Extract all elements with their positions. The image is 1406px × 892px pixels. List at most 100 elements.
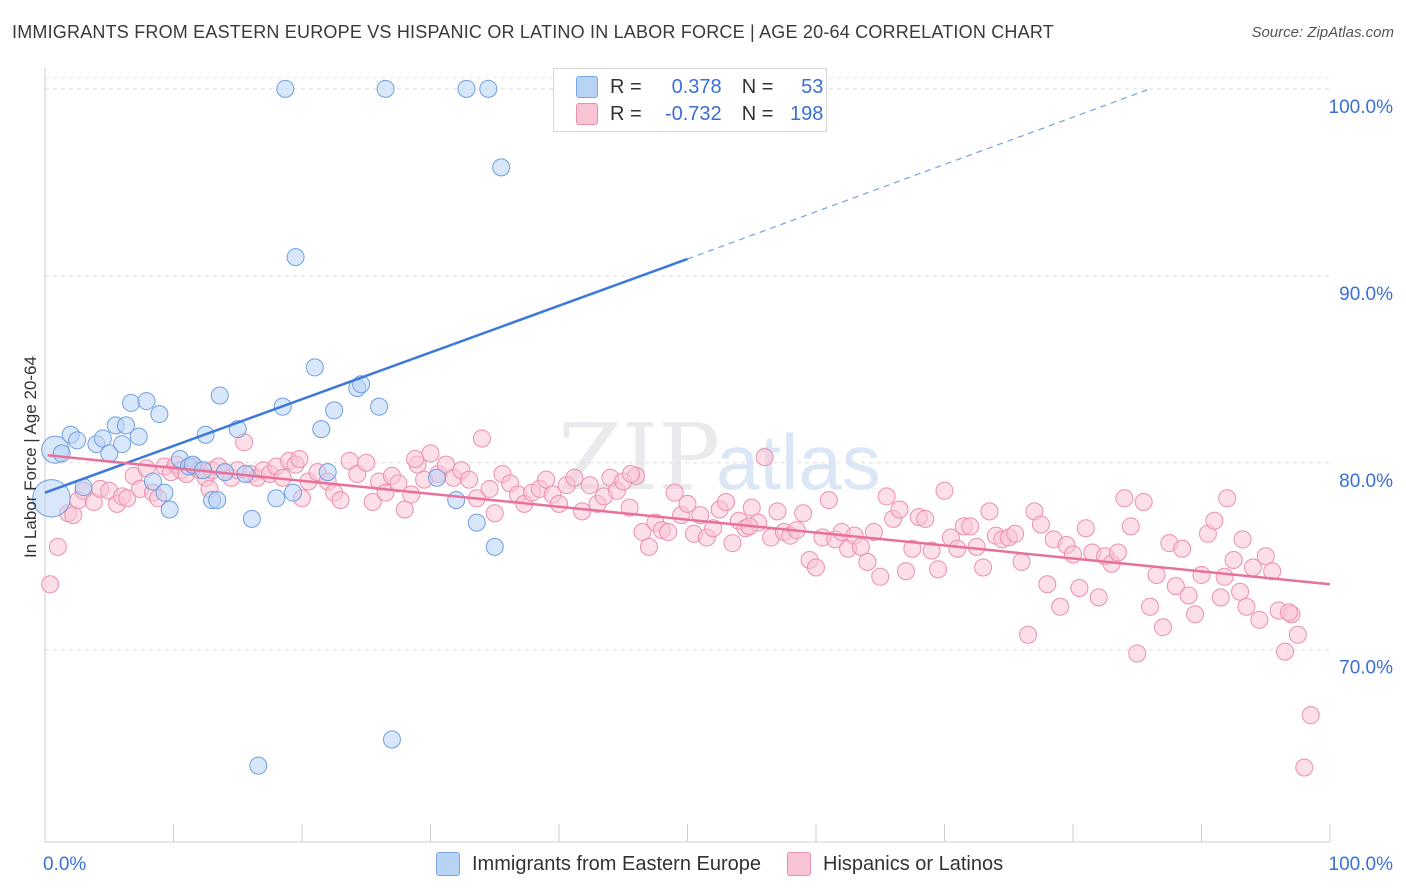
hispanic-point xyxy=(864,522,883,541)
r-label: R = xyxy=(610,75,642,98)
hispanic-point xyxy=(768,502,787,521)
y-tick-label: 90.0% xyxy=(1339,284,1393,305)
eastern-europe-point xyxy=(68,431,87,450)
y-tick-label: 100.0% xyxy=(1329,97,1394,118)
legend-label: Immigrants from Eastern Europe xyxy=(472,852,761,875)
eastern-europe-point xyxy=(160,500,179,519)
x-tick-label: 100.0% xyxy=(1329,854,1394,875)
hispanic-point xyxy=(819,491,838,510)
hispanic-point xyxy=(659,522,678,541)
hispanic-point xyxy=(1006,524,1025,543)
legend-swatch-pink xyxy=(787,852,811,876)
hispanic-point xyxy=(1192,565,1211,584)
eastern-europe-point xyxy=(122,393,141,412)
eastern-europe-point xyxy=(210,386,229,405)
hispanic-point xyxy=(485,504,504,523)
hispanic-point xyxy=(1115,489,1134,508)
eastern-europe-point xyxy=(113,435,132,454)
hispanic-point xyxy=(1301,706,1320,725)
eastern-europe-point xyxy=(485,537,504,556)
hispanic-point xyxy=(395,500,414,519)
chart-title: IMMIGRANTS FROM EASTERN EUROPE VS HISPAN… xyxy=(12,22,1054,42)
eastern-europe-point xyxy=(242,509,261,528)
hispanic-point xyxy=(1051,597,1070,616)
hispanic-point xyxy=(1134,493,1153,512)
hispanic-point xyxy=(1288,625,1307,644)
legend-swatch-blue xyxy=(436,852,460,876)
hispanic-point xyxy=(1233,530,1252,549)
hispanic-point xyxy=(980,502,999,521)
eastern-europe-point xyxy=(305,358,324,377)
correlation-legend: R = 0.378 N = 53 R = -0.732 N = 198 xyxy=(553,68,827,132)
y-axis-label: In Labor Force | Age 20-64 xyxy=(21,356,40,558)
hispanic-point xyxy=(620,498,639,517)
x-tick-label: 0.0% xyxy=(43,854,86,875)
hispanic-point xyxy=(421,444,440,463)
hispanic-point xyxy=(1089,588,1108,607)
hispanic-point xyxy=(1215,567,1234,586)
hispanic-point xyxy=(633,522,652,541)
eastern-europe-point xyxy=(457,79,476,98)
legend-item-eastern-europe: Immigrants from Eastern Europe xyxy=(436,852,761,876)
eastern-europe-point xyxy=(370,397,389,416)
eastern-europe-point xyxy=(284,483,303,502)
hispanic-point xyxy=(1141,597,1160,616)
hispanic-point xyxy=(1166,577,1185,596)
hispanic-point xyxy=(64,506,83,525)
hispanic-point xyxy=(1147,565,1166,584)
r-value: 0.378 xyxy=(671,75,722,98)
y-tick-labels: 70.0% 80.0% 90.0% 100.0% xyxy=(1329,97,1394,679)
hispanic-point xyxy=(794,504,813,523)
hispanic-point xyxy=(290,450,309,469)
y-tick-label: 70.0% xyxy=(1339,658,1393,679)
hispanic-point xyxy=(1231,582,1250,601)
eastern-europe-point xyxy=(318,463,337,482)
eastern-europe-point xyxy=(52,444,71,463)
eastern-europe-point xyxy=(492,158,511,177)
eastern-europe-point xyxy=(427,468,446,487)
hispanic-point xyxy=(48,537,67,556)
hispanic-point xyxy=(550,494,568,513)
legend-swatch-pink xyxy=(576,103,598,125)
eastern-europe-point xyxy=(276,79,295,98)
hispanic-point xyxy=(935,481,954,500)
hispanic-point xyxy=(331,491,350,510)
eastern-europe-point xyxy=(467,513,486,532)
eastern-europe-point xyxy=(325,401,344,420)
hispanic-point xyxy=(1256,547,1275,566)
n-value: 53 xyxy=(801,75,824,98)
hispanic-point xyxy=(1250,610,1269,629)
hispanic-point xyxy=(1012,552,1031,571)
eastern-europe-point xyxy=(479,79,498,98)
hispanic-point xyxy=(871,567,890,586)
hispanic-point xyxy=(922,541,941,560)
hispanic-point xyxy=(858,552,877,571)
eastern-europe-point xyxy=(267,489,286,508)
r-value: -0.732 xyxy=(664,102,722,125)
eastern-europe-point xyxy=(129,427,148,446)
hispanic-point xyxy=(1128,644,1147,663)
hispanic-point xyxy=(537,470,556,489)
hispanic-point xyxy=(460,470,479,489)
r-label: R = xyxy=(610,102,642,125)
hispanic-point xyxy=(896,562,915,581)
hispanic-point xyxy=(1224,550,1243,569)
hispanic-point xyxy=(678,494,697,513)
eastern-europe-point xyxy=(208,491,227,510)
eastern-europe-point xyxy=(150,405,169,424)
hispanic-trend-line xyxy=(47,454,1331,586)
hispanic-point xyxy=(974,558,993,577)
hispanic-point xyxy=(1153,618,1172,637)
hispanic-point xyxy=(1076,519,1095,538)
trend-lines xyxy=(44,88,1331,586)
eastern-europe-trend-extension xyxy=(687,88,1151,260)
hispanic-point xyxy=(1038,575,1057,594)
eastern-europe-point xyxy=(155,483,174,502)
hispanic-point xyxy=(41,575,60,594)
hispanic-point xyxy=(851,537,870,556)
n-label: N = xyxy=(741,102,774,125)
eastern-europe-point xyxy=(382,730,401,749)
eastern-europe-point xyxy=(137,392,156,411)
hispanic-point xyxy=(1019,625,1038,644)
